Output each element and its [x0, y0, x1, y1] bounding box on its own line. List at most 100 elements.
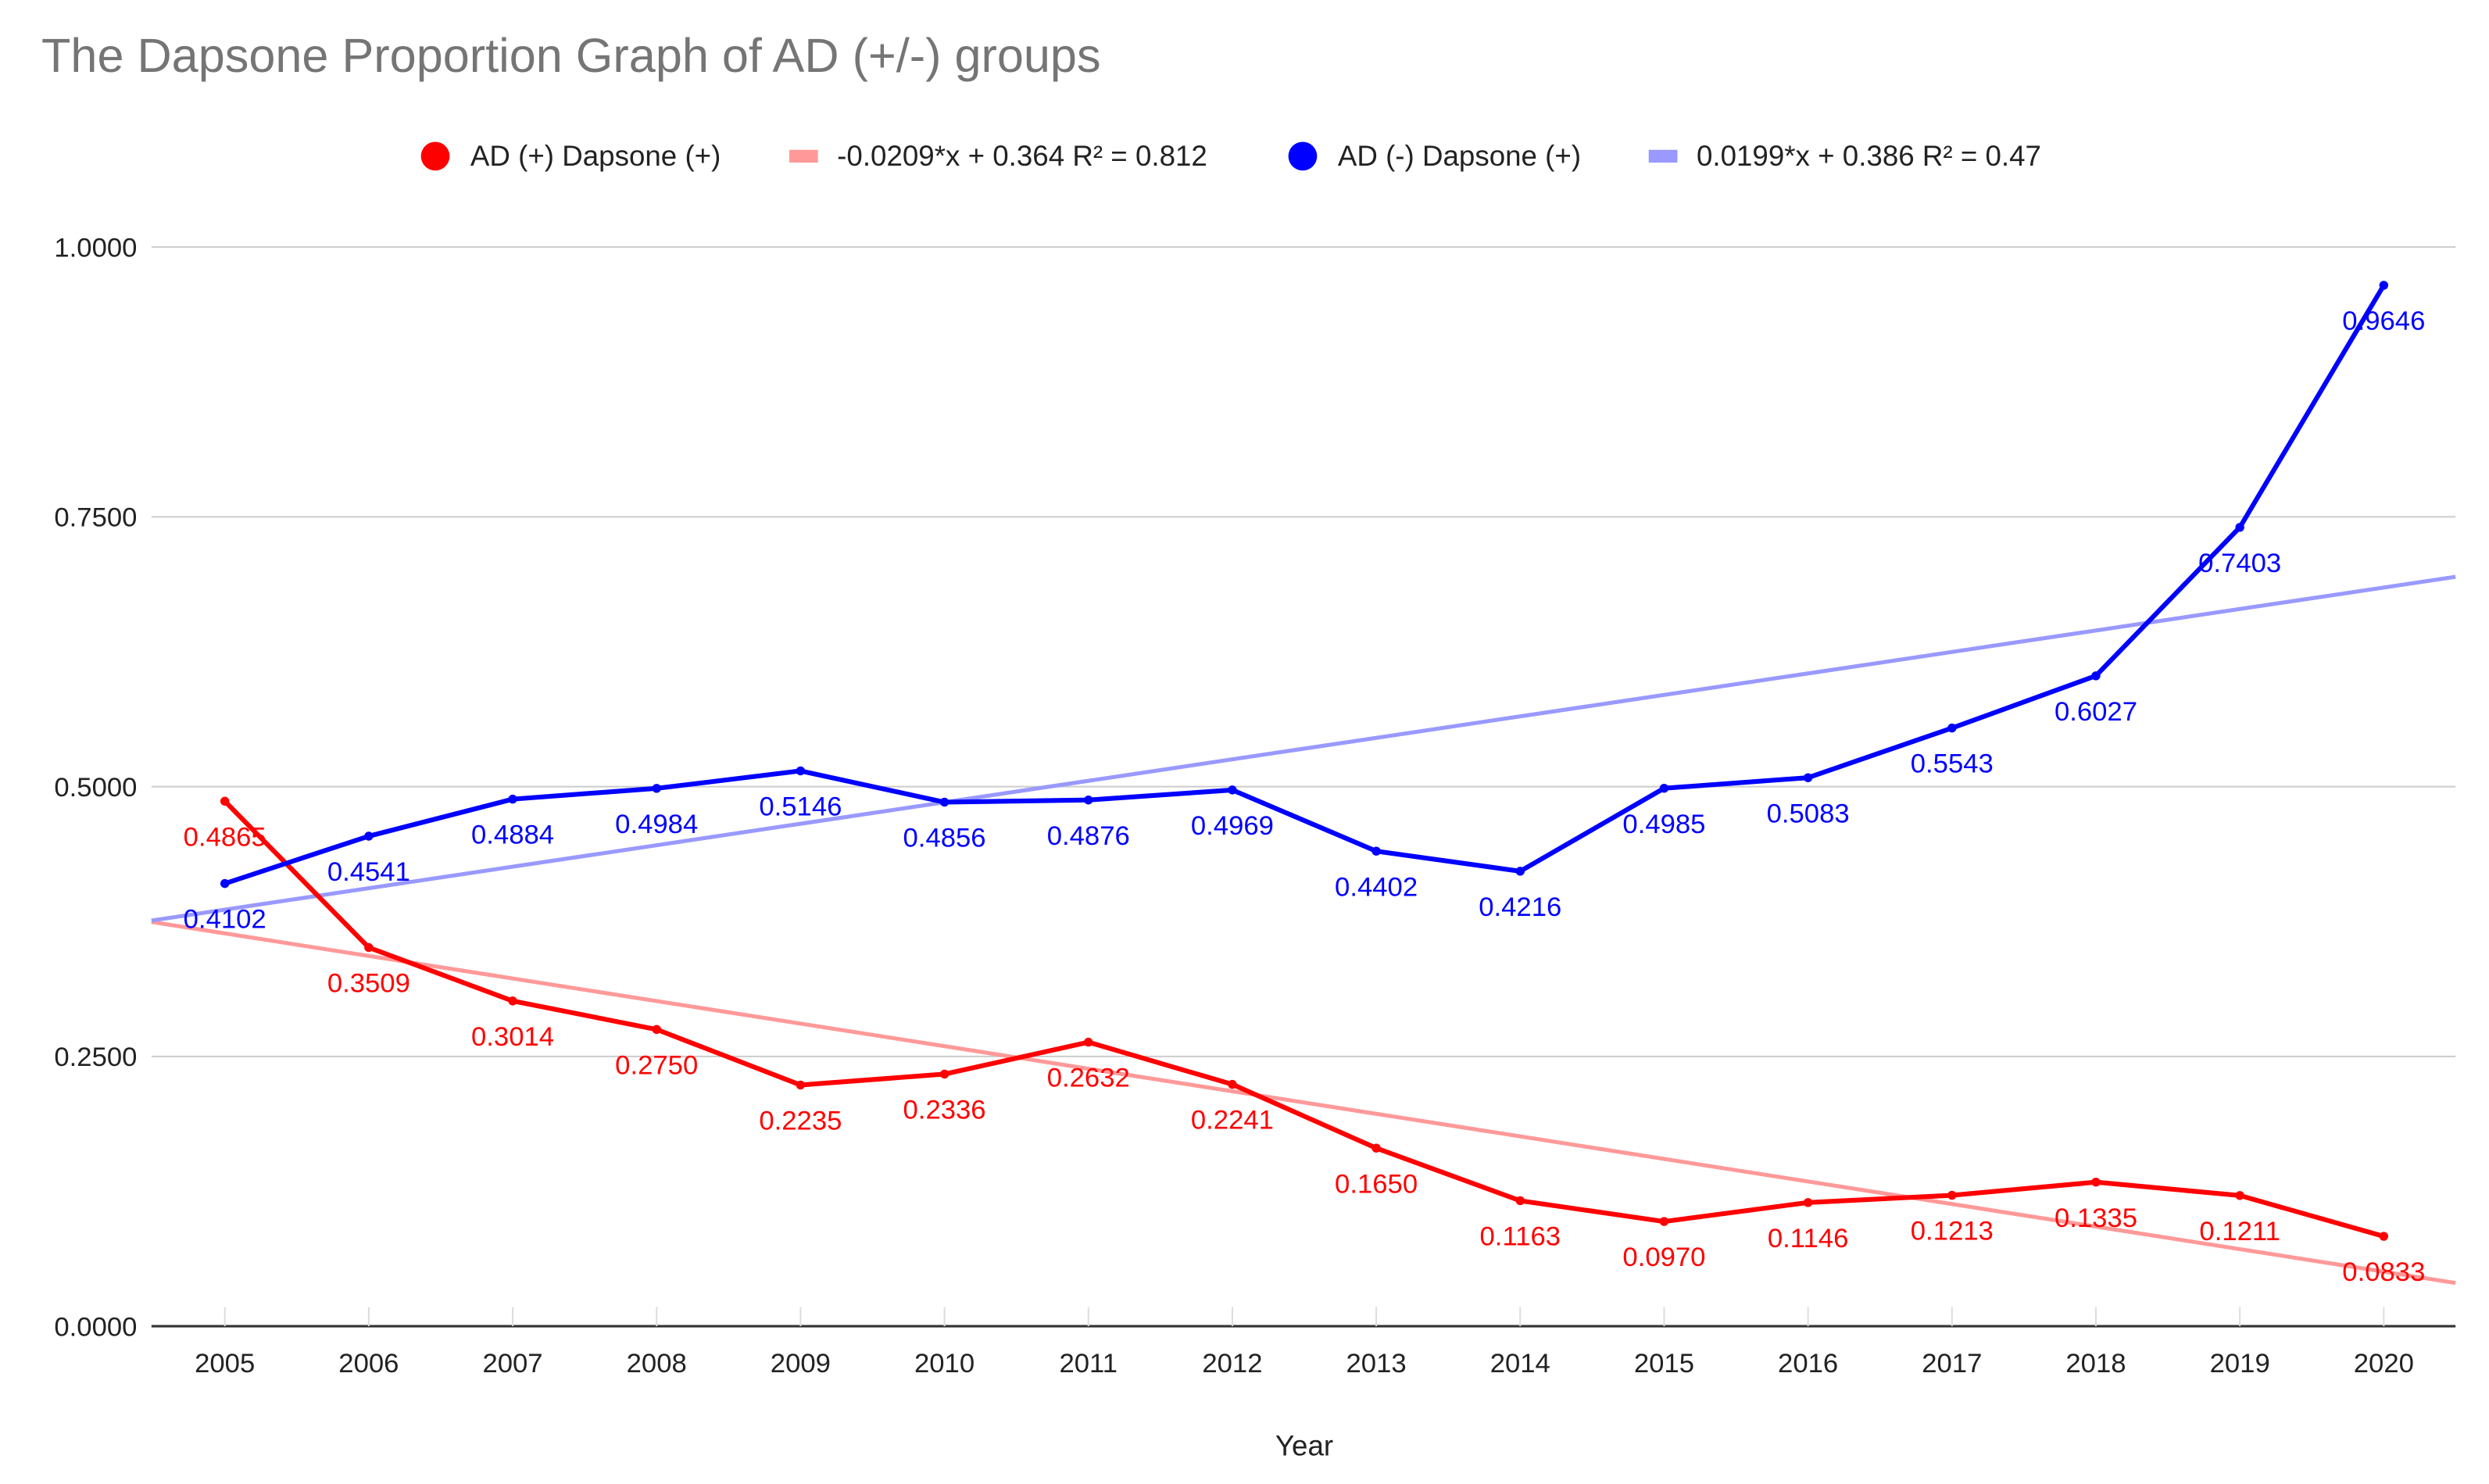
- x-tick-label: 2017: [1922, 1349, 1982, 1379]
- data-label: 0.0833: [2342, 1257, 2425, 1287]
- data-label: 0.4985: [1622, 810, 1705, 839]
- data-labels: 0.4865 0.3509 0.3014 0.2750 0.2235 0.2336 0.26…: [184, 306, 2426, 1287]
- legend-marker-trend-ad-neg: [1648, 149, 1678, 163]
- data-point: [2091, 1178, 2101, 1187]
- legend-label-ad-pos: AD (+) Dapsone (+): [470, 140, 721, 172]
- data-label: 0.1650: [1335, 1169, 1418, 1199]
- series-line: [223, 799, 2385, 1239]
- trendline: [151, 920, 2456, 1286]
- data-point: [1515, 867, 1525, 876]
- data-label: 0.5146: [759, 792, 842, 822]
- gridlines: [151, 246, 2456, 1328]
- data-point: [1371, 846, 1381, 856]
- data-label: 0.4402: [1335, 872, 1418, 902]
- data-point: [220, 796, 230, 806]
- data-label: 0.1163: [1480, 1222, 1561, 1252]
- legend: AD (+) Dapsone (+) -0.0209*x + 0.364 R² …: [420, 140, 2041, 172]
- data-label: 0.1335: [2054, 1203, 2137, 1233]
- x-tick-label: 2019: [2210, 1349, 2270, 1379]
- data-point: [1659, 1217, 1669, 1226]
- data-point: [1803, 773, 1813, 782]
- data-point: [939, 797, 949, 807]
- x-tick-label: 2015: [1634, 1349, 1694, 1379]
- data-label: 0.4856: [903, 824, 986, 853]
- x-tick-label: 2013: [1346, 1349, 1407, 1379]
- y-tick-label: 0.7500: [54, 503, 137, 533]
- x-tick-label: 2006: [338, 1349, 399, 1379]
- data-label: 0.4876: [1047, 821, 1130, 851]
- data-label: 0.3509: [327, 969, 410, 999]
- data-label: 0.1213: [1911, 1217, 1994, 1246]
- data-point: [364, 831, 374, 841]
- x-tick-label: 2009: [771, 1349, 831, 1379]
- data-label: 0.4216: [1479, 892, 1561, 922]
- data-label: 0.1211: [2199, 1217, 2280, 1246]
- legend-marker-ad-pos: [420, 141, 450, 171]
- data-point: [796, 1080, 806, 1090]
- data-point: [2235, 1191, 2244, 1200]
- x-axis-title: Year: [1275, 1429, 1333, 1461]
- data-label: 0.2336: [903, 1096, 986, 1125]
- data-point: [1084, 1037, 1093, 1047]
- x-tick-label: 2020: [2354, 1349, 2414, 1379]
- legend-label-trend-ad-neg: 0.0199*x + 0.386 R² = 0.47: [1697, 140, 2041, 172]
- legend-label-ad-neg: AD (-) Dapsone (+): [1338, 140, 1581, 172]
- y-axis: 0.0000 0.2500 0.5000 0.7500 1.0000: [54, 233, 137, 1342]
- data-point: [2091, 671, 2101, 681]
- data-point: [508, 794, 517, 804]
- data-label: 0.4884: [471, 821, 554, 850]
- data-point: [364, 942, 374, 953]
- data-label: 0.4984: [615, 810, 698, 839]
- legend-marker-ad-neg: [1288, 141, 1318, 171]
- trendline: [151, 574, 2456, 923]
- data-label: 0.2241: [1191, 1106, 1274, 1135]
- data-label: 0.4865: [184, 822, 266, 852]
- data-point: [1515, 1196, 1525, 1206]
- data-label: 0.2235: [759, 1107, 842, 1136]
- data-label: 0.7403: [2198, 549, 2281, 578]
- data-label: 0.0970: [1622, 1243, 1705, 1272]
- data-label: 0.4102: [184, 905, 266, 935]
- data-label: 0.3014: [471, 1022, 554, 1052]
- trendlines: [151, 574, 2456, 1286]
- data-point: [220, 878, 230, 889]
- x-tick-label: 2008: [627, 1349, 687, 1379]
- data-point: [508, 996, 517, 1006]
- y-tick-label: 0.0000: [54, 1312, 137, 1342]
- data-point: [1228, 785, 1237, 795]
- data-label: 0.6027: [2054, 697, 2137, 727]
- data-point: [1371, 1143, 1381, 1153]
- data-point: [652, 784, 661, 793]
- data-label: 0.2750: [615, 1050, 698, 1080]
- data-point: [1947, 1190, 1957, 1200]
- data-point: [2235, 523, 2244, 532]
- data-point: [652, 1024, 661, 1035]
- x-tick-label: 2005: [195, 1349, 255, 1379]
- data-point: [1803, 1198, 1813, 1207]
- x-tick-label: 2011: [1059, 1349, 1118, 1379]
- data-label: 0.4541: [327, 857, 410, 887]
- data-point: [1084, 796, 1093, 805]
- data-label: 0.5083: [1767, 799, 1850, 828]
- data-point: [1947, 723, 1957, 733]
- series-lines: [220, 281, 2389, 1241]
- legend-marker-trend-ad-pos: [789, 149, 818, 163]
- series-line: [224, 284, 2386, 886]
- data-point: [1659, 783, 1669, 793]
- data-label: 0.2632: [1047, 1064, 1130, 1093]
- x-tick-label: 2018: [2065, 1349, 2126, 1379]
- data-label: 0.5543: [1911, 749, 1994, 779]
- data-label: 0.9646: [2342, 306, 2425, 336]
- data-point: [796, 766, 806, 776]
- x-tick-label: 2014: [1490, 1349, 1550, 1379]
- data-label: 0.4969: [1191, 811, 1274, 841]
- x-axis: 2005 2006 2007 2008 2009 2010 2011 2012 2013 2014…: [195, 1349, 2414, 1379]
- x-tick-label: 2007: [482, 1349, 542, 1379]
- y-tick-label: 1.0000: [54, 233, 137, 263]
- x-tick-label: 2016: [1778, 1349, 1838, 1379]
- y-tick-label: 0.2500: [54, 1042, 137, 1072]
- data-point: [2379, 1232, 2389, 1241]
- x-tick-label: 2012: [1202, 1349, 1262, 1379]
- chart-title: The Dapsone Proportion Graph of AD (+/-)…: [41, 29, 1101, 82]
